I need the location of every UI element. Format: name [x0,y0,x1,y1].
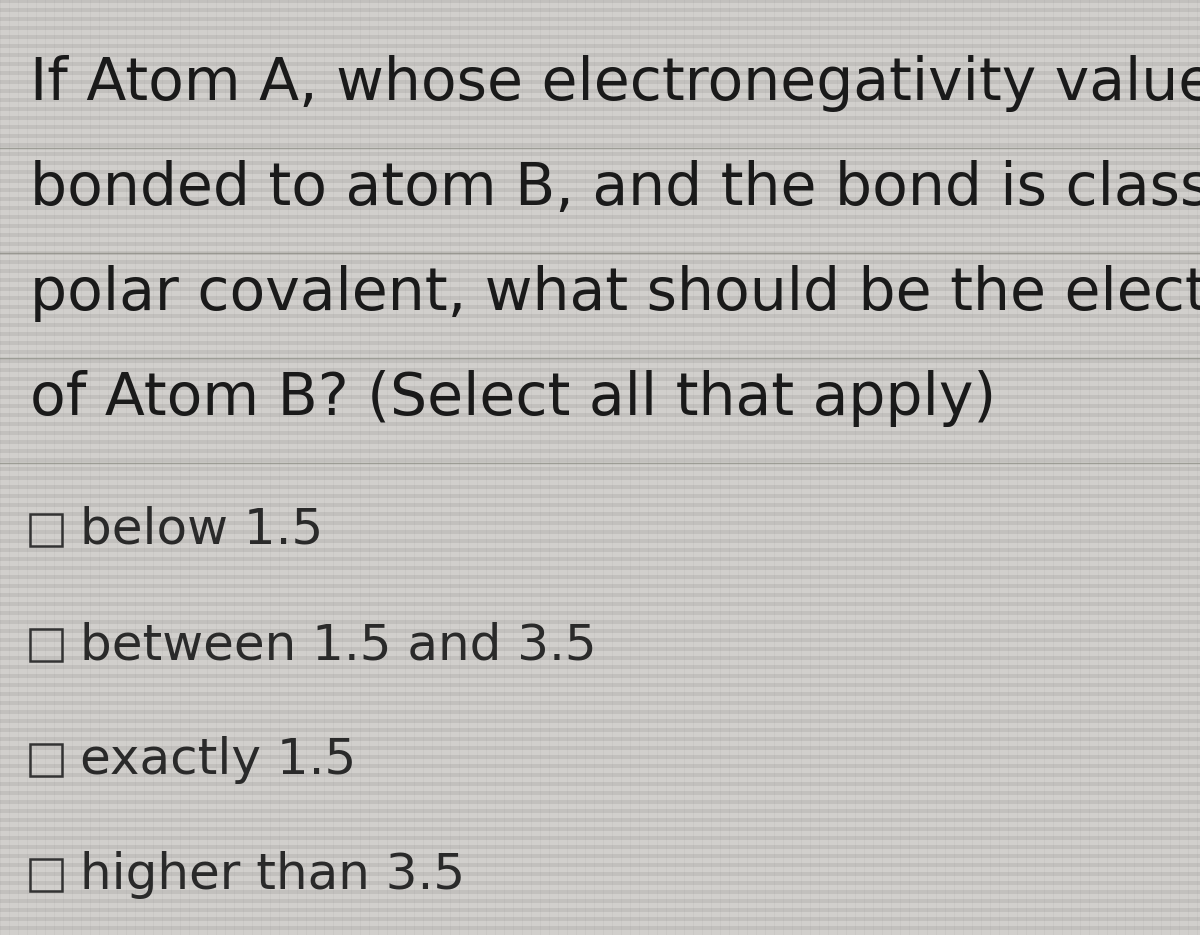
Bar [30,514,62,546]
Text: polar covalent, what should be the electronegativity: polar covalent, what should be the elect… [30,265,1200,322]
Bar [30,744,62,776]
Text: of Atom B? (Select all that apply): of Atom B? (Select all that apply) [30,370,996,427]
Text: exactly 1.5: exactly 1.5 [80,736,356,784]
Text: between 1.5 and 3.5: between 1.5 and 3.5 [80,621,596,669]
Bar [30,859,62,891]
Text: higher than 3.5: higher than 3.5 [80,851,466,899]
Text: below 1.5: below 1.5 [80,506,323,554]
Bar [30,629,62,661]
Text: bonded to atom B, and the bond is classified as: bonded to atom B, and the bond is classi… [30,160,1200,217]
Text: If Atom A, whose electronegativity value is 1.5, is: If Atom A, whose electronegativity value… [30,55,1200,112]
